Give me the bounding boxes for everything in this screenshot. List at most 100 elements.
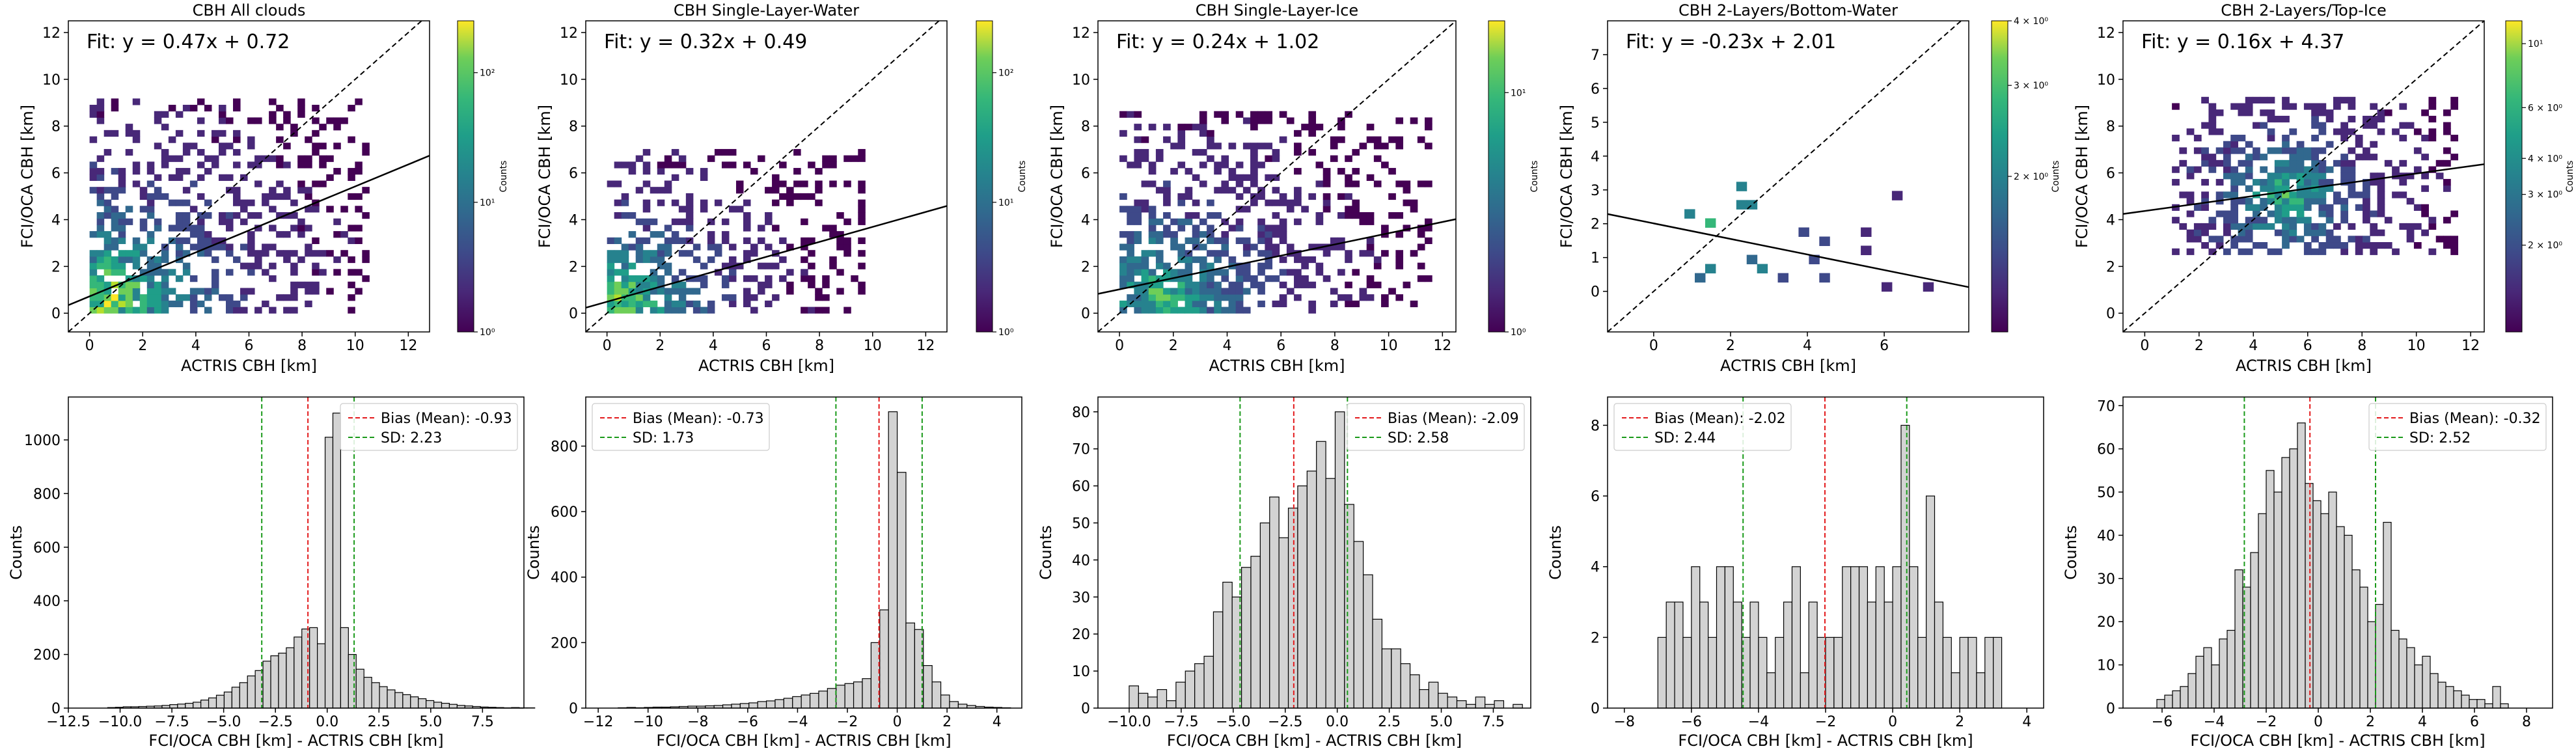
histogram-bar (332, 413, 342, 709)
density-cell (1207, 225, 1214, 232)
x-tick-label: −10.0 (1107, 714, 1151, 730)
density-cell (2208, 236, 2217, 243)
y-tick-label: 4 (1081, 212, 1090, 228)
density-cell (1134, 288, 1142, 295)
density-cell (333, 117, 341, 124)
density-cell (2230, 103, 2239, 110)
density-cell (1177, 288, 1186, 295)
density-cell (197, 193, 205, 200)
density-cell (1221, 155, 1229, 162)
density-cell (118, 237, 126, 245)
density-cell (182, 105, 191, 112)
histogram-bar (792, 696, 802, 709)
density-cell (283, 161, 291, 169)
density-cell (1308, 193, 1317, 200)
histogram-bar (1513, 704, 1523, 709)
density-cell (2399, 122, 2407, 129)
density-cell (2274, 147, 2282, 154)
density-cell (2238, 135, 2246, 142)
density-cell (2274, 217, 2282, 224)
density-cell (312, 117, 320, 124)
density-cell (1286, 117, 1295, 124)
density-cell (276, 105, 284, 112)
density-cell (1395, 250, 1404, 257)
density-cell (2267, 135, 2275, 142)
density-cell (700, 199, 708, 206)
density-cell (2450, 236, 2459, 243)
density-cell (1330, 143, 1338, 150)
density-cell (233, 130, 241, 137)
density-cell (2274, 191, 2282, 199)
density-cell (678, 218, 687, 225)
density-cell (1352, 180, 1360, 187)
density-cell (786, 187, 794, 194)
density-cell (858, 250, 866, 257)
density-cell (161, 124, 169, 131)
density-cell (1337, 193, 1345, 200)
density-cell (685, 206, 694, 213)
density-cell (362, 212, 370, 219)
x-tick-label: −4 (2204, 714, 2225, 730)
x-tick-label: 2.5 (1378, 714, 1401, 730)
density-cell (168, 300, 176, 308)
density-cell (269, 117, 277, 124)
density-cell (1257, 161, 1265, 169)
density-cell (1308, 256, 1317, 264)
colorbar-tick-label: 10² (480, 68, 495, 79)
density-cell (2201, 191, 2209, 199)
density-cell (1192, 300, 1200, 308)
density-cell (2355, 135, 2363, 142)
density-cell (2172, 135, 2180, 142)
density-cell (2245, 223, 2253, 230)
density-cell (2377, 115, 2385, 123)
density-cell (218, 105, 226, 112)
density-cell (1250, 117, 1258, 124)
density-cell (851, 155, 858, 162)
density-cell (118, 187, 126, 194)
histogram-bar (262, 661, 271, 709)
density-cell (1185, 218, 1193, 225)
density-cell (793, 168, 801, 175)
y-tick-label: 6 (51, 166, 61, 182)
density-cell (1199, 218, 1207, 225)
y-axis-label: FCI/OCA CBH [km] (1048, 105, 1066, 248)
density-cell (96, 199, 105, 206)
density-cell (2340, 217, 2349, 224)
density-cell (146, 231, 155, 238)
density-cell (2223, 154, 2231, 161)
density-cell (2435, 159, 2444, 167)
density-cell (1119, 130, 1127, 137)
density-cell (2172, 248, 2180, 255)
density-cell (89, 168, 98, 175)
density-cell (1221, 231, 1229, 238)
density-cell (254, 117, 262, 124)
chart-title: CBH Single-Layer-Ice (1196, 1, 1358, 20)
density-cell (103, 212, 112, 219)
density-cell (1119, 206, 1127, 213)
histogram-bar (1138, 692, 1149, 709)
density-cell (2230, 198, 2239, 205)
density-cell (125, 124, 133, 131)
plot-frame (1607, 20, 1969, 333)
density-cell (2193, 166, 2202, 173)
density-cell (1214, 143, 1222, 150)
density-cell (2208, 103, 2217, 110)
density-cell (2318, 185, 2327, 192)
density-cell (650, 288, 658, 295)
density-cell (1322, 243, 1331, 251)
density-cell (2186, 229, 2195, 236)
density-cell (362, 143, 370, 150)
histogram-bar (402, 694, 411, 709)
density-cell (1923, 282, 1934, 292)
density-cell (1163, 225, 1171, 232)
density-cell (1185, 262, 1193, 269)
density-cell (1301, 275, 1309, 282)
density-cell (1185, 256, 1193, 264)
density-cell (247, 212, 255, 219)
density-cell (836, 269, 844, 276)
density-cell (146, 206, 155, 213)
density-cell (1366, 294, 1375, 301)
density-cell (2303, 248, 2312, 255)
density-cell (118, 174, 126, 181)
